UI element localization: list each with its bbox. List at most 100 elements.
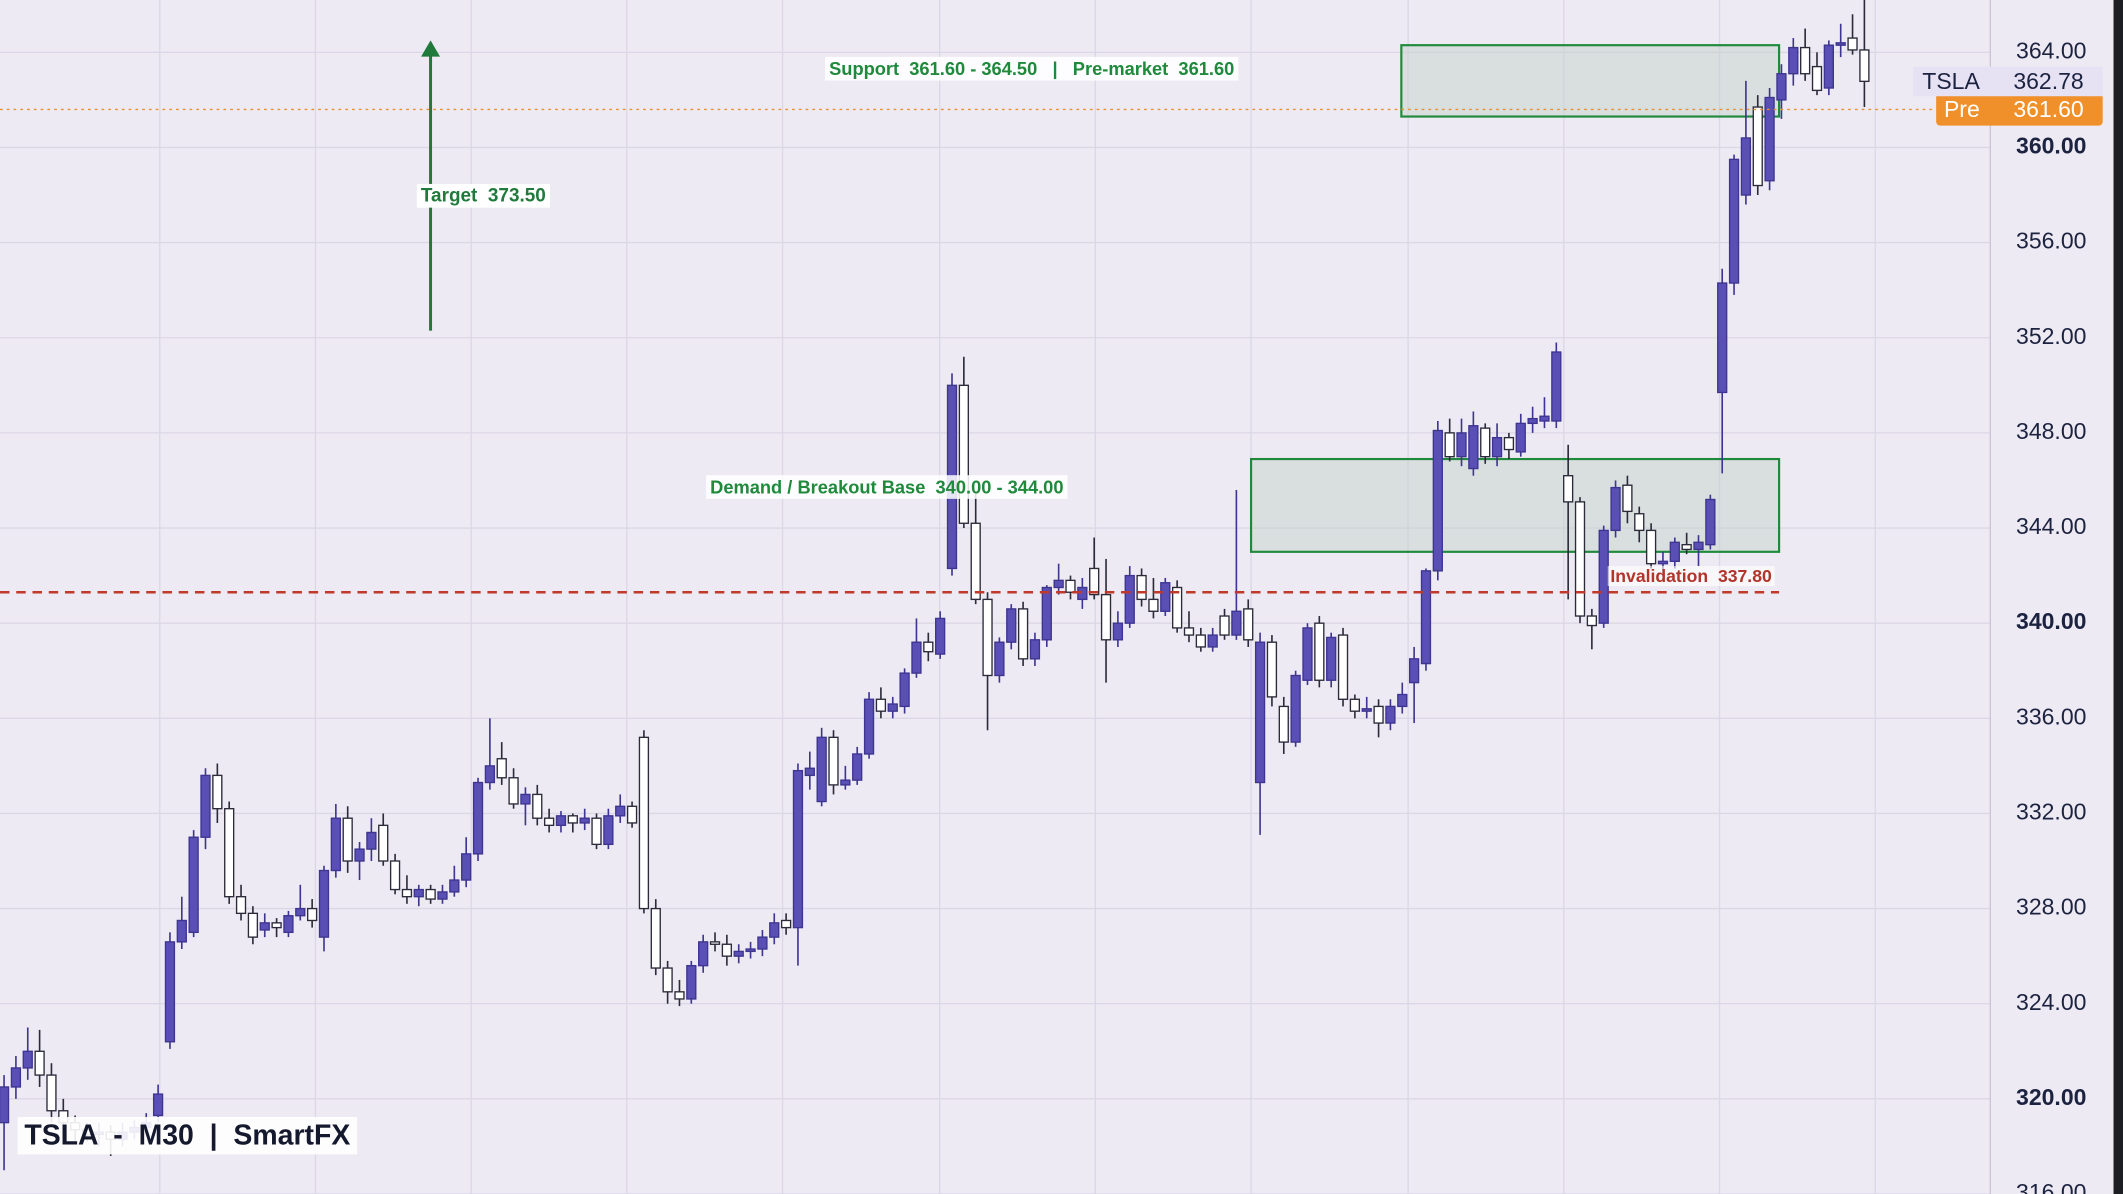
candle-body xyxy=(1337,634,1349,700)
y-tick-label: 332.00 xyxy=(2016,799,2086,825)
candle-body xyxy=(152,1093,164,1117)
last-price-badge xyxy=(1913,66,2103,97)
candle-body xyxy=(496,758,507,779)
candle-body xyxy=(437,891,448,900)
candle-body xyxy=(935,617,946,655)
candle-body xyxy=(626,805,638,824)
target-arrowhead xyxy=(421,40,441,57)
premarket-badge xyxy=(1936,93,2103,126)
candle-body xyxy=(555,815,567,827)
candle-body xyxy=(1669,541,1680,562)
candle-body xyxy=(958,384,969,524)
candle-body xyxy=(804,767,815,777)
y-tick-label: 356.00 xyxy=(2016,228,2086,254)
candle-body xyxy=(1124,574,1135,624)
y-tick-label: 352.00 xyxy=(2016,323,2086,349)
y-tick-label: 336.00 xyxy=(2016,703,2086,729)
screen-edge xyxy=(2113,0,2123,1194)
candle-body xyxy=(366,831,377,850)
candle-body xyxy=(200,774,211,838)
candle-body xyxy=(295,907,306,917)
candle-body xyxy=(484,765,496,784)
zones xyxy=(1249,44,1781,553)
candle-body xyxy=(1776,73,1787,101)
premarket-tag: Pre xyxy=(1944,96,1980,122)
target-label: Target 373.50 xyxy=(421,185,546,206)
candle-body xyxy=(863,698,875,755)
candle-body xyxy=(22,1050,33,1069)
candle-body xyxy=(923,641,934,653)
candle-body xyxy=(34,1050,45,1076)
candle-body xyxy=(1468,425,1479,470)
candle-body xyxy=(1456,432,1467,458)
candle-body xyxy=(1539,415,1550,422)
candle-body xyxy=(10,1067,22,1088)
candle-body xyxy=(389,860,401,891)
candle-body xyxy=(1432,429,1443,572)
candle-body xyxy=(1634,513,1645,532)
label-background xyxy=(825,56,1239,81)
candle-body xyxy=(1491,436,1503,458)
candle-body xyxy=(1136,574,1147,601)
candle-body xyxy=(1503,436,1515,451)
candle-body xyxy=(1314,622,1325,681)
candle-body xyxy=(1657,560,1669,565)
candle-body xyxy=(1764,96,1775,182)
y-tick-label: 344.00 xyxy=(2016,513,2086,539)
candle-body xyxy=(1183,627,1195,636)
candle-body xyxy=(1278,705,1289,743)
candle-body xyxy=(1563,475,1574,503)
candle-body xyxy=(1219,615,1230,636)
candle-body xyxy=(970,522,981,601)
y-tick-label: 348.00 xyxy=(2016,418,2086,444)
candle-body xyxy=(1029,639,1041,660)
candle-body xyxy=(650,907,661,969)
candle-body xyxy=(603,815,614,846)
candle-body xyxy=(1574,501,1586,617)
candle-body xyxy=(615,805,626,817)
candle-body xyxy=(1728,158,1740,284)
candle-body xyxy=(1231,610,1242,636)
candle-body xyxy=(698,941,709,967)
candle-body xyxy=(306,907,318,922)
candle-body xyxy=(247,912,259,938)
label-background xyxy=(706,475,1068,499)
candle-body xyxy=(1800,46,1811,75)
candle-body xyxy=(472,781,484,855)
candle-body xyxy=(911,641,922,674)
candle-body xyxy=(1006,608,1017,643)
candle-body xyxy=(816,736,827,803)
candle-body xyxy=(1326,636,1337,681)
candle-body xyxy=(413,888,424,898)
candle-body xyxy=(1361,708,1372,712)
chart-title: TSLA - M30 | SmartFX xyxy=(24,1120,350,1152)
candle-body xyxy=(686,964,697,1000)
candle-body xyxy=(461,853,472,881)
candle-body xyxy=(852,753,863,781)
candle-body xyxy=(1811,65,1823,92)
candle-body xyxy=(1859,49,1870,83)
candle-body xyxy=(1752,106,1763,187)
candle-body xyxy=(982,598,993,677)
candle-body xyxy=(1705,498,1716,546)
candle-body xyxy=(899,672,910,708)
candle-body xyxy=(994,641,1005,677)
candle-body xyxy=(579,817,590,824)
candle-body xyxy=(1100,593,1112,641)
candle-body xyxy=(709,941,721,945)
candle-body xyxy=(1645,529,1657,565)
candle-body xyxy=(318,869,330,938)
candle-body xyxy=(46,1074,57,1112)
candle-body xyxy=(828,736,839,786)
candle-body xyxy=(1717,282,1728,394)
price-grid xyxy=(0,51,1991,1194)
label-background xyxy=(17,1116,358,1155)
candle-body xyxy=(721,943,733,957)
candle-body xyxy=(662,967,673,993)
zone-label: Demand / Breakout Base 340.00 - 344.00 xyxy=(710,477,1063,498)
candle-body xyxy=(378,824,389,862)
candle-body xyxy=(567,815,578,824)
candle-body xyxy=(1622,484,1633,513)
candle-body xyxy=(1823,44,1834,89)
